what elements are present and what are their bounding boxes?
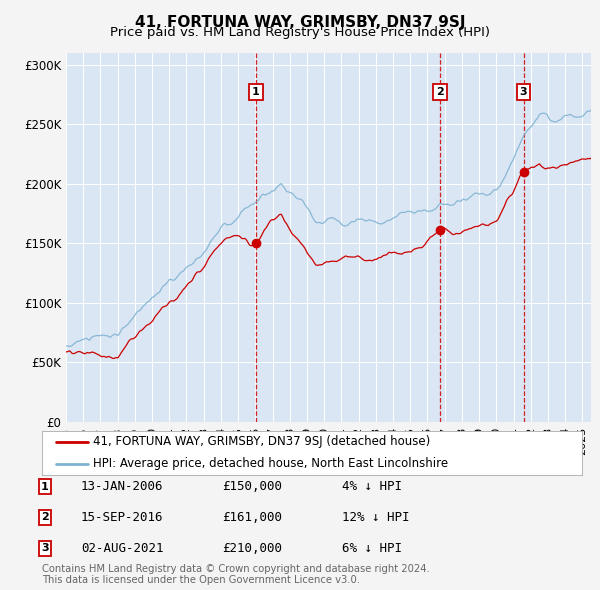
Text: 41, FORTUNA WAY, GRIMSBY, DN37 9SJ: 41, FORTUNA WAY, GRIMSBY, DN37 9SJ: [135, 15, 465, 30]
Text: £161,000: £161,000: [222, 511, 282, 524]
Text: 02-AUG-2021: 02-AUG-2021: [81, 542, 163, 555]
Text: 15-SEP-2016: 15-SEP-2016: [81, 511, 163, 524]
Text: 12% ↓ HPI: 12% ↓ HPI: [342, 511, 409, 524]
Text: 41, FORTUNA WAY, GRIMSBY, DN37 9SJ (detached house): 41, FORTUNA WAY, GRIMSBY, DN37 9SJ (deta…: [94, 435, 431, 448]
Text: Price paid vs. HM Land Registry's House Price Index (HPI): Price paid vs. HM Land Registry's House …: [110, 26, 490, 39]
Text: 6% ↓ HPI: 6% ↓ HPI: [342, 542, 402, 555]
Text: 4% ↓ HPI: 4% ↓ HPI: [342, 480, 402, 493]
Text: 13-JAN-2006: 13-JAN-2006: [81, 480, 163, 493]
Text: 1: 1: [252, 87, 260, 97]
Text: £150,000: £150,000: [222, 480, 282, 493]
Text: 3: 3: [520, 87, 527, 97]
Text: Contains HM Land Registry data © Crown copyright and database right 2024.
This d: Contains HM Land Registry data © Crown c…: [42, 563, 430, 585]
Text: 2: 2: [41, 513, 49, 522]
Text: 1: 1: [41, 482, 49, 491]
Text: £210,000: £210,000: [222, 542, 282, 555]
Text: 2: 2: [436, 87, 443, 97]
Text: 3: 3: [41, 543, 49, 553]
Text: HPI: Average price, detached house, North East Lincolnshire: HPI: Average price, detached house, Nort…: [94, 457, 448, 470]
